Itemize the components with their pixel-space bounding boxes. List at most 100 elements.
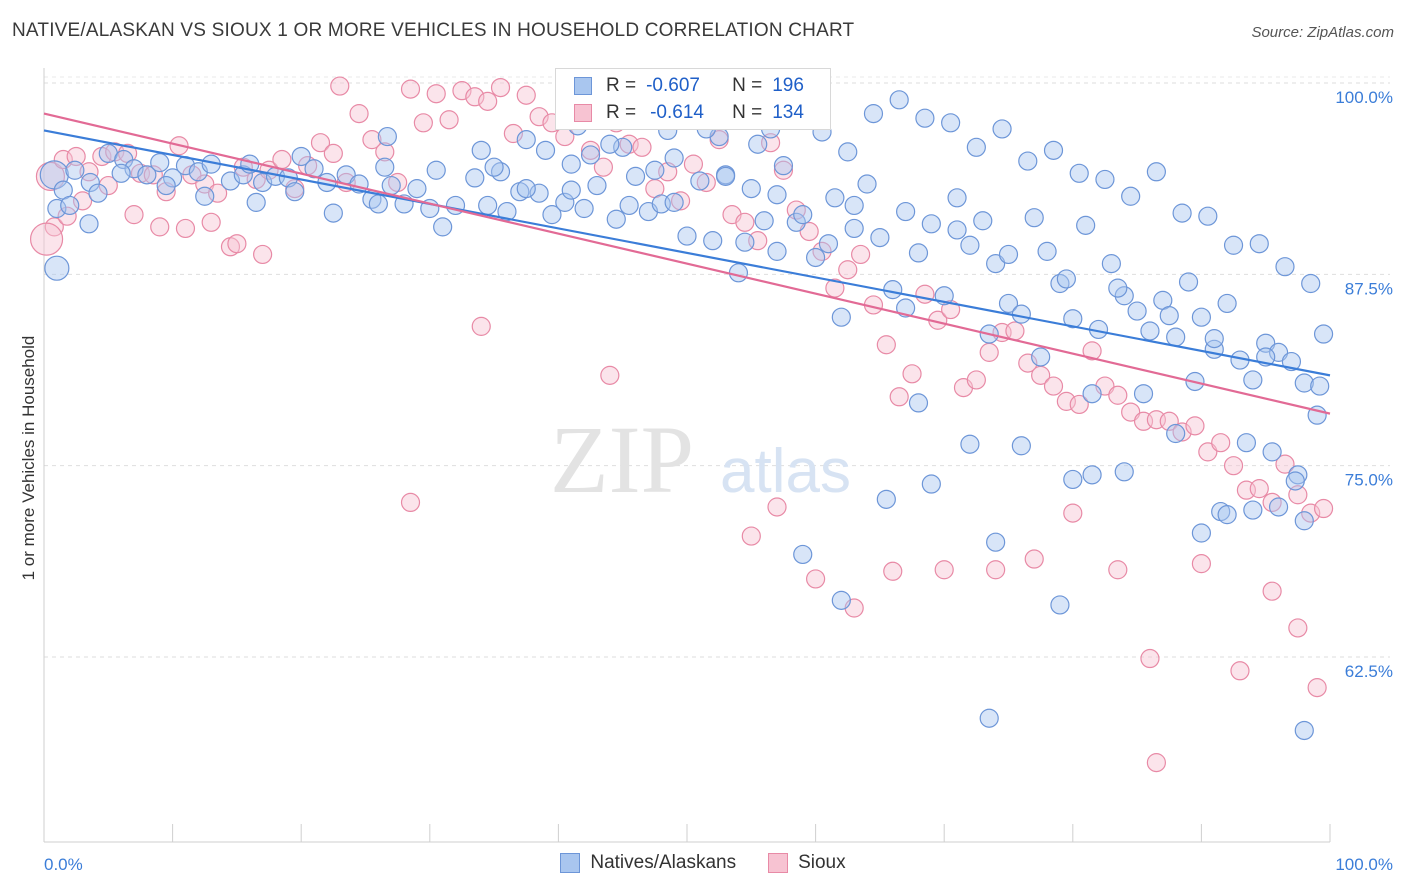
sioux-point xyxy=(44,217,64,237)
natives-point xyxy=(1011,304,1031,324)
natives-point xyxy=(921,214,941,234)
legend-item-sioux[interactable]: Sioux xyxy=(768,852,846,874)
natives-point xyxy=(111,163,131,183)
natives-point xyxy=(1018,151,1038,171)
natives-point xyxy=(1166,327,1186,347)
natives-point xyxy=(908,393,929,413)
sioux-point xyxy=(1108,560,1128,580)
natives-point xyxy=(1313,324,1334,344)
natives-point xyxy=(998,293,1019,314)
legend-r-value: -0.607 xyxy=(646,75,700,96)
natives-point xyxy=(908,243,929,263)
natives-point xyxy=(664,192,684,212)
natives-point xyxy=(1243,370,1263,390)
sioux-point xyxy=(883,561,903,581)
natives-point xyxy=(767,185,787,205)
sioux-point xyxy=(986,560,1006,580)
natives-point xyxy=(1223,235,1244,255)
sioux-point xyxy=(915,284,935,304)
sioux-point xyxy=(1230,661,1250,681)
natives-point xyxy=(715,166,736,186)
natives-point xyxy=(561,180,581,200)
sioux-point xyxy=(362,130,382,150)
sioux-point xyxy=(696,172,716,193)
natives-point xyxy=(1050,595,1070,615)
natives-point xyxy=(1275,257,1295,277)
natives-point xyxy=(1268,497,1289,517)
series-legend: Natives/Alaskans Sioux xyxy=(0,852,1406,874)
sioux-point xyxy=(323,143,343,164)
natives-point xyxy=(741,179,761,199)
natives-point xyxy=(1076,215,1096,235)
natives-point xyxy=(1236,433,1257,453)
natives-point xyxy=(516,130,536,150)
natives-point xyxy=(645,160,665,180)
natives-point xyxy=(150,152,170,173)
sioux-point xyxy=(66,146,86,167)
natives-point xyxy=(844,218,864,239)
legend-n-label: N = xyxy=(732,102,763,123)
natives-point xyxy=(529,183,549,203)
natives-point xyxy=(195,186,215,206)
natives-point xyxy=(600,134,620,154)
watermark-atlas: atlas xyxy=(720,437,851,506)
natives-point xyxy=(1101,254,1121,274)
natives-point xyxy=(1294,373,1314,393)
sioux-point xyxy=(1063,503,1083,523)
natives-point xyxy=(889,90,909,110)
natives-point xyxy=(80,172,100,193)
natives-point xyxy=(323,203,343,223)
natives-point xyxy=(915,108,935,128)
natives-point xyxy=(1133,384,1154,404)
natives-point xyxy=(375,157,395,177)
axes xyxy=(43,68,1331,843)
sioux-point xyxy=(851,244,871,265)
sioux-point xyxy=(490,77,511,98)
natives-point xyxy=(863,104,884,124)
natives-point xyxy=(60,195,80,216)
legend-r-label: R = xyxy=(606,75,637,96)
natives-point xyxy=(79,214,99,234)
natives-point xyxy=(1146,162,1166,182)
sioux-point xyxy=(1140,648,1160,669)
natives-point xyxy=(1043,140,1064,160)
sioux-point xyxy=(735,212,755,232)
y-tick-label: 75.0% xyxy=(1345,471,1393,490)
legend-n-value: 196 xyxy=(772,75,804,96)
natives-point xyxy=(838,142,858,162)
sioux-point xyxy=(1211,433,1231,453)
natives-point xyxy=(1204,329,1224,349)
natives-point xyxy=(966,137,986,157)
natives-point xyxy=(1082,384,1102,404)
sioux-point xyxy=(1262,581,1282,601)
trendlines xyxy=(43,112,1331,415)
sioux-point xyxy=(632,137,652,157)
sioux-point xyxy=(1223,456,1244,476)
sioux-point xyxy=(1043,376,1064,396)
sioux-point xyxy=(979,342,999,362)
natives-point xyxy=(831,307,851,327)
watermark: ZIP atlas xyxy=(550,406,851,513)
natives-point xyxy=(1249,234,1269,254)
natives-point xyxy=(979,708,999,728)
sioux-point xyxy=(838,260,858,280)
natives-point xyxy=(1108,278,1128,298)
natives-point xyxy=(773,156,794,176)
natives-point xyxy=(998,244,1019,265)
natives-point xyxy=(1095,169,1115,190)
natives-point xyxy=(561,154,581,174)
natives-point xyxy=(857,174,877,194)
natives-point xyxy=(947,188,967,208)
sioux-point xyxy=(1288,618,1308,638)
natives-point xyxy=(1166,423,1186,444)
natives-point xyxy=(574,198,594,219)
natives-point xyxy=(1217,505,1237,525)
legend-item-natives[interactable]: Natives/Alaskans xyxy=(560,852,736,874)
natives-point xyxy=(516,179,536,199)
natives-point xyxy=(163,168,183,188)
natives-point xyxy=(542,205,562,225)
natives-point xyxy=(587,175,607,196)
chart-title: NATIVE/ALASKAN VS SIOUX 1 OR MORE VEHICL… xyxy=(12,20,855,41)
natives-point xyxy=(728,263,749,283)
sioux-point xyxy=(29,222,64,256)
